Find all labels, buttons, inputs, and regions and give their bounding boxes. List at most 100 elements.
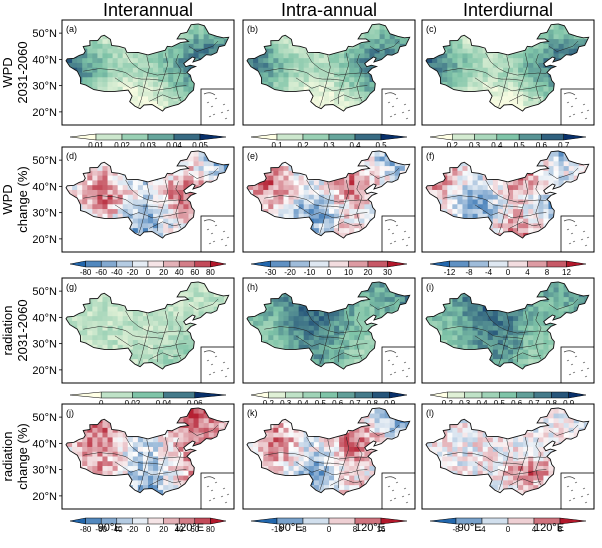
field-cell — [263, 72, 269, 78]
colorbar: -12 -8 -4 0 4 8 12 — [429, 260, 587, 277]
field-cell — [148, 185, 154, 191]
field-cell — [543, 86, 549, 92]
field-cell — [482, 67, 489, 73]
field-cell — [283, 189, 289, 196]
field-cell — [303, 67, 310, 73]
field-cell — [487, 209, 494, 215]
field-cell — [399, 166, 406, 172]
field-cell — [492, 91, 499, 97]
field-cell — [329, 72, 335, 78]
field-cell — [318, 185, 325, 191]
field-cell — [477, 180, 484, 186]
field-cell — [278, 166, 284, 172]
field-cell — [329, 180, 335, 186]
field-cell — [288, 77, 294, 83]
field-cell — [334, 180, 340, 186]
field-cell — [543, 161, 549, 167]
field-cell — [107, 180, 113, 186]
field-cell — [329, 96, 335, 102]
field-cell — [153, 58, 159, 64]
field-cell — [193, 24, 199, 30]
field-cell — [394, 39, 401, 45]
field-cell — [323, 185, 330, 191]
field-cell — [107, 213, 113, 219]
field-cell — [92, 67, 98, 73]
south-china-sea-inset — [200, 215, 235, 253]
field-cell — [394, 166, 401, 172]
field-cell — [502, 101, 509, 107]
field-cell — [283, 67, 289, 73]
field-cell — [247, 58, 249, 64]
field-cell — [213, 161, 220, 167]
field-cell — [248, 58, 254, 64]
field-cell — [72, 62, 78, 69]
field-cell — [482, 204, 489, 210]
field-cell — [518, 82, 524, 88]
field-cell — [457, 48, 463, 54]
field-cell — [558, 43, 565, 50]
field-cell — [543, 91, 549, 97]
field-cell — [168, 189, 174, 196]
field-cell — [573, 166, 580, 172]
field-cell — [558, 53, 565, 59]
field-cell — [467, 185, 473, 191]
field-cell — [497, 180, 504, 186]
row-label-line: 2031-2060 — [15, 299, 30, 361]
panel-frame — [242, 19, 416, 126]
field-cell — [344, 77, 350, 83]
field-cell — [523, 218, 529, 224]
field-cell — [354, 218, 360, 224]
field-cell — [178, 175, 184, 181]
field-cell — [452, 39, 458, 45]
field-cell — [112, 170, 119, 177]
field-cell — [153, 72, 159, 78]
field-cell — [163, 82, 169, 88]
field-cell — [293, 194, 300, 200]
field-cell — [318, 77, 325, 83]
colorbar-segment — [449, 260, 470, 268]
field-cell — [502, 72, 509, 78]
field-cell — [538, 48, 544, 54]
field-cell — [268, 180, 274, 186]
field-cell — [107, 48, 113, 54]
field-cell — [384, 161, 391, 167]
field-cell — [487, 180, 494, 186]
colorbar: -30 -20 -10 0 10 20 30 — [250, 260, 408, 277]
colorbar-tick-label: 0 — [327, 268, 332, 277]
field-cell — [369, 166, 375, 172]
field-cell — [102, 340, 108, 346]
field-cell — [132, 82, 139, 88]
field-cell — [477, 48, 484, 54]
field-cell — [329, 67, 335, 73]
field-cell — [288, 170, 294, 177]
field-cell — [497, 228, 504, 234]
inset-island — [206, 101, 210, 104]
field-cell — [92, 297, 98, 303]
field-cell — [298, 180, 305, 186]
field-cell — [462, 209, 468, 215]
field-cell — [497, 91, 504, 97]
field-cell — [523, 189, 529, 196]
province-line — [130, 85, 187, 92]
field-cell — [92, 77, 98, 83]
field-cell — [283, 82, 289, 88]
field-cell — [364, 185, 370, 191]
field-cell — [158, 218, 164, 224]
field-cell — [528, 189, 534, 196]
field-cell — [442, 72, 448, 78]
field-cell — [87, 199, 93, 205]
field-cell — [293, 53, 300, 59]
field-cell — [92, 170, 98, 177]
field-cell — [354, 228, 360, 234]
field-cell — [497, 53, 504, 59]
field-cell — [127, 62, 134, 69]
field-cell — [112, 67, 119, 73]
field-cell — [107, 311, 113, 317]
field-cell — [268, 199, 274, 205]
colorbar-tick-label: 0.6 — [536, 141, 548, 150]
inset-island — [212, 240, 216, 243]
field-cell — [492, 82, 499, 88]
colorbar-segment — [309, 260, 330, 268]
field-cell — [102, 175, 108, 181]
field-cell — [538, 199, 544, 205]
